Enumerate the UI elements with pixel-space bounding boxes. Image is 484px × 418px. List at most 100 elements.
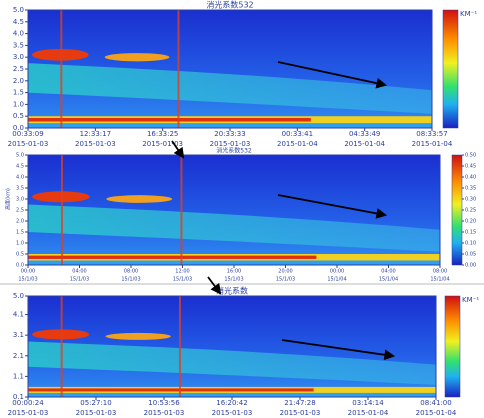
x-tick-label: 00:00 xyxy=(330,269,344,275)
x-tick-label: 20:00 xyxy=(278,269,292,275)
y-tick-label: 1.0 xyxy=(16,241,24,247)
surface-core xyxy=(28,255,317,259)
colorbar-tick-label: 0.30 xyxy=(465,197,476,203)
bottom-edge xyxy=(28,260,440,265)
colorbar-tick-label: 0.10 xyxy=(465,241,476,247)
x-date-label: 15/1/03 xyxy=(70,277,89,283)
x-tick-label: 08:41:00 xyxy=(420,399,451,407)
arrow xyxy=(277,61,388,89)
x-tick-label: 00:00:24 xyxy=(12,399,44,407)
aerosol-band xyxy=(28,341,436,385)
x-date-label: 15/1/03 xyxy=(121,277,140,283)
x-date-label: 15/1/03 xyxy=(173,277,192,283)
x-tick-label: 20:33:33 xyxy=(214,130,245,138)
x-date-label: 2015-01-04 xyxy=(344,140,385,148)
x-date-label: 2015-01-03 xyxy=(8,140,49,148)
x-date-label: 15/1/04 xyxy=(430,277,449,283)
y-tick-label: 3.5 xyxy=(13,41,24,49)
x-tick-label: 10:53:56 xyxy=(148,399,180,407)
x-date-label: 2015-01-03 xyxy=(212,409,253,417)
bottom-edge xyxy=(28,392,436,397)
cloud-layer xyxy=(105,332,171,340)
colorbar-unit: KM⁻¹ xyxy=(462,296,479,304)
heatmap xyxy=(28,296,436,397)
x-date-label: 15/1/04 xyxy=(379,277,398,283)
y-tick-label: 3.5 xyxy=(16,186,24,192)
y-tick-label: 1.5 xyxy=(16,230,24,236)
x-tick-label: 16:33:25 xyxy=(147,130,178,138)
y-tick-label: 2.0 xyxy=(13,77,24,85)
x-date-label: 15/1/04 xyxy=(327,277,346,283)
panel-title: 消光系数532 xyxy=(216,147,252,155)
y-tick-label: 1.1 xyxy=(13,372,24,380)
spike xyxy=(60,10,63,128)
x-date-label: 2015-01-03 xyxy=(8,409,49,417)
x-tick-label: 04:00 xyxy=(72,269,86,275)
x-tick-label: 04:33:49 xyxy=(349,130,380,138)
y-tick-label: 4.1 xyxy=(13,311,24,319)
aerosol-band xyxy=(28,204,440,252)
x-tick-label: 08:00 xyxy=(433,269,447,275)
x-tick-label: 00:33:41 xyxy=(282,130,313,138)
bottom-edge xyxy=(28,123,432,128)
x-tick-label: 16:00 xyxy=(227,269,241,275)
x-tick-label: 21:47:28 xyxy=(284,399,315,407)
y-tick-label: 3.0 xyxy=(16,197,24,203)
colorbar-tick-label: 0.25 xyxy=(465,208,476,214)
arrow xyxy=(277,194,388,219)
colorbar-tick-label: 0.20 xyxy=(465,219,476,225)
spike xyxy=(60,155,63,265)
y-tick-label: 3.1 xyxy=(13,331,24,339)
panel-title: 消光系数 xyxy=(216,286,248,296)
y-tick-label: 2.0 xyxy=(16,219,24,225)
arrow xyxy=(171,140,185,159)
x-date-label: 2015-01-03 xyxy=(144,409,185,417)
y-tick-label: 5.0 xyxy=(13,6,24,14)
spike xyxy=(60,296,63,397)
x-tick-label: 05:27:10 xyxy=(80,399,111,407)
y-tick-label: 1.0 xyxy=(13,100,24,108)
surface-core xyxy=(28,388,314,392)
colorbar xyxy=(451,154,463,266)
surface-core xyxy=(28,117,311,122)
y-tick-label: 4.0 xyxy=(13,30,24,38)
x-date-label: 2015-01-03 xyxy=(75,140,116,148)
cloud-layer xyxy=(106,195,173,203)
x-date-label: 2015-01-03 xyxy=(210,140,251,148)
cloud-layer xyxy=(104,53,170,62)
y-tick-label: 0.0 xyxy=(13,124,24,132)
heatmap xyxy=(28,10,432,128)
y-tick-label: 0.0 xyxy=(16,263,24,269)
colorbar-tick-label: 0.05 xyxy=(465,252,476,258)
x-date-label: 15/1/03 xyxy=(276,277,295,283)
y-tick-label: 2.1 xyxy=(13,352,24,360)
x-tick-label: 16:20:42 xyxy=(216,399,247,407)
x-date-label: 15/1/03 xyxy=(224,277,243,283)
colorbar-tick-label: 0.50 xyxy=(465,153,476,159)
x-tick-label: 00:00 xyxy=(21,269,35,275)
spike xyxy=(178,296,181,397)
colorbar-tick-label: 0.15 xyxy=(465,230,476,236)
x-date-label: 15/1/03 xyxy=(18,277,37,283)
spike xyxy=(180,155,183,265)
aerosol-band xyxy=(28,63,432,114)
colorbar-tick-label: 0.00 xyxy=(465,263,476,269)
x-tick-label: 00:33:09 xyxy=(12,130,43,138)
arrow xyxy=(207,276,222,295)
y-tick-label: 4.0 xyxy=(16,175,24,181)
x-date-label: 2015-01-04 xyxy=(416,409,457,417)
y-tick-label: 3.0 xyxy=(13,53,24,61)
y-tick-label: 0.5 xyxy=(13,112,24,120)
y-tick-label: 1.5 xyxy=(13,89,24,97)
x-date-label: 2015-01-04 xyxy=(277,140,318,148)
x-date-label: 2015-01-03 xyxy=(76,409,117,417)
y-tick-label: 2.5 xyxy=(13,65,24,73)
y-tick-label: 0.1 xyxy=(13,393,24,401)
x-tick-label: 12:00 xyxy=(175,269,189,275)
y-tick-label: 5.0 xyxy=(13,292,24,300)
colorbar xyxy=(444,295,461,398)
x-tick-label: 12:33:17 xyxy=(80,130,111,138)
x-tick-label: 08:00 xyxy=(124,269,138,275)
x-date-label: 2015-01-03 xyxy=(142,140,183,148)
colorbar xyxy=(442,9,459,129)
